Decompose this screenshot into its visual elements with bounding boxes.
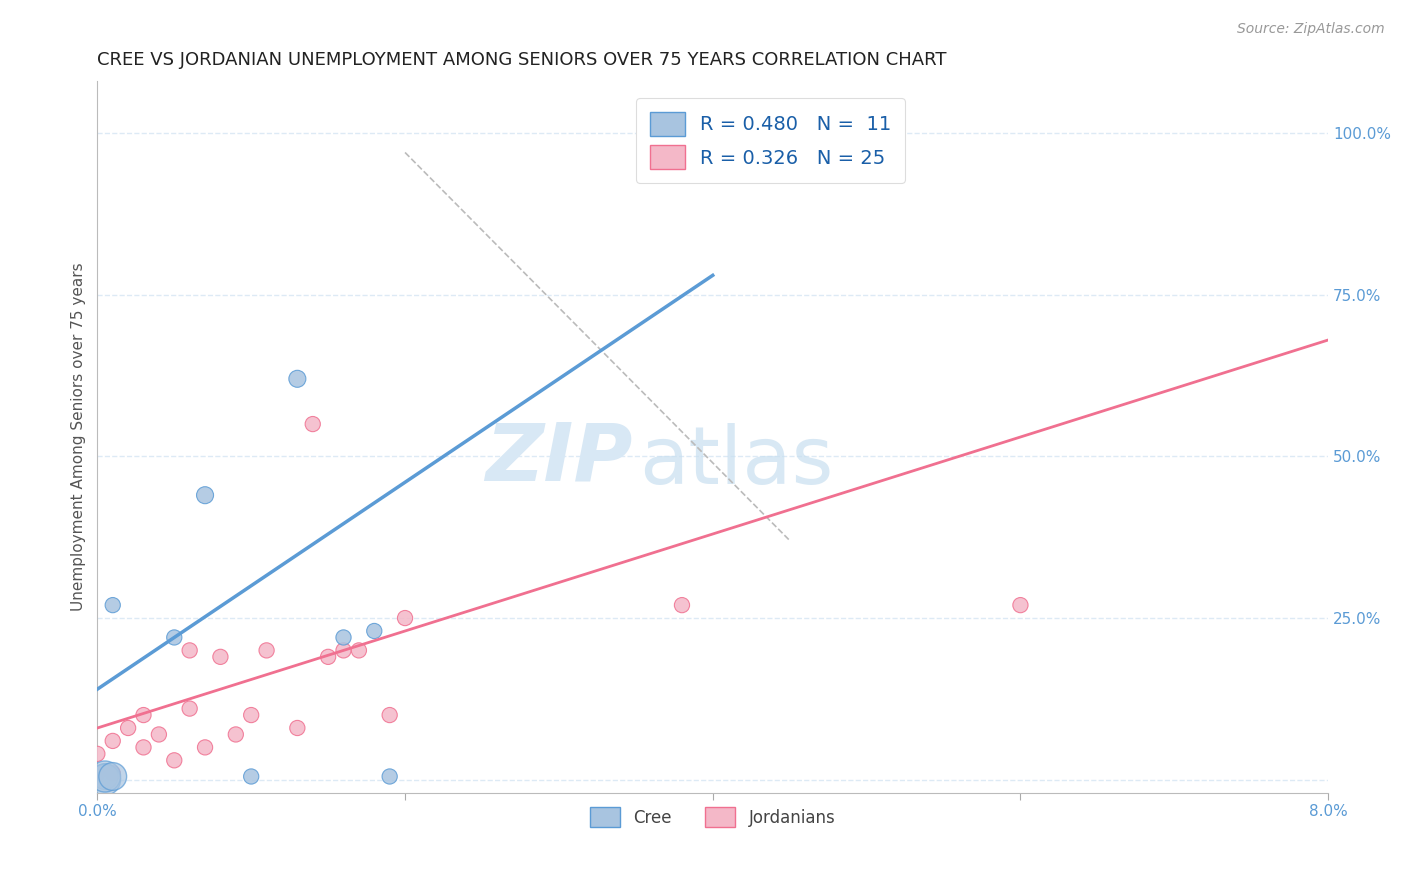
Y-axis label: Unemployment Among Seniors over 75 years: Unemployment Among Seniors over 75 years <box>72 262 86 611</box>
Point <box>671 598 693 612</box>
Point <box>179 701 201 715</box>
Point <box>671 126 693 140</box>
Point <box>94 770 117 784</box>
Point <box>363 624 385 638</box>
Title: CREE VS JORDANIAN UNEMPLOYMENT AMONG SENIORS OVER 75 YEARS CORRELATION CHART: CREE VS JORDANIAN UNEMPLOYMENT AMONG SEN… <box>97 51 946 69</box>
Point <box>86 747 108 761</box>
Point <box>225 727 247 741</box>
Point <box>285 721 308 735</box>
Point <box>163 631 186 645</box>
Point <box>378 708 401 723</box>
Text: ZIP: ZIP <box>485 419 633 498</box>
Point <box>332 631 354 645</box>
Point <box>301 417 323 431</box>
Point <box>209 649 232 664</box>
Point <box>148 727 170 741</box>
Point <box>347 643 370 657</box>
Point <box>101 766 124 780</box>
Point <box>394 611 416 625</box>
Point <box>132 740 155 755</box>
Point <box>179 643 201 657</box>
Point <box>378 770 401 784</box>
Point <box>332 643 354 657</box>
Point <box>285 372 308 386</box>
Legend: Cree, Jordanians: Cree, Jordanians <box>583 800 842 834</box>
Point <box>1010 598 1032 612</box>
Point <box>671 126 693 140</box>
Point <box>194 488 217 502</box>
Point <box>194 740 217 755</box>
Point <box>240 708 263 723</box>
Point <box>101 770 124 784</box>
Point <box>101 598 124 612</box>
Point <box>94 770 117 784</box>
Point <box>240 770 263 784</box>
Point <box>101 734 124 748</box>
Text: Source: ZipAtlas.com: Source: ZipAtlas.com <box>1237 22 1385 37</box>
Point <box>256 643 278 657</box>
Point <box>316 649 339 664</box>
Point <box>94 772 117 787</box>
Point <box>117 721 139 735</box>
Point <box>132 708 155 723</box>
Point <box>163 753 186 767</box>
Point <box>86 766 108 780</box>
Text: atlas: atlas <box>638 423 834 501</box>
